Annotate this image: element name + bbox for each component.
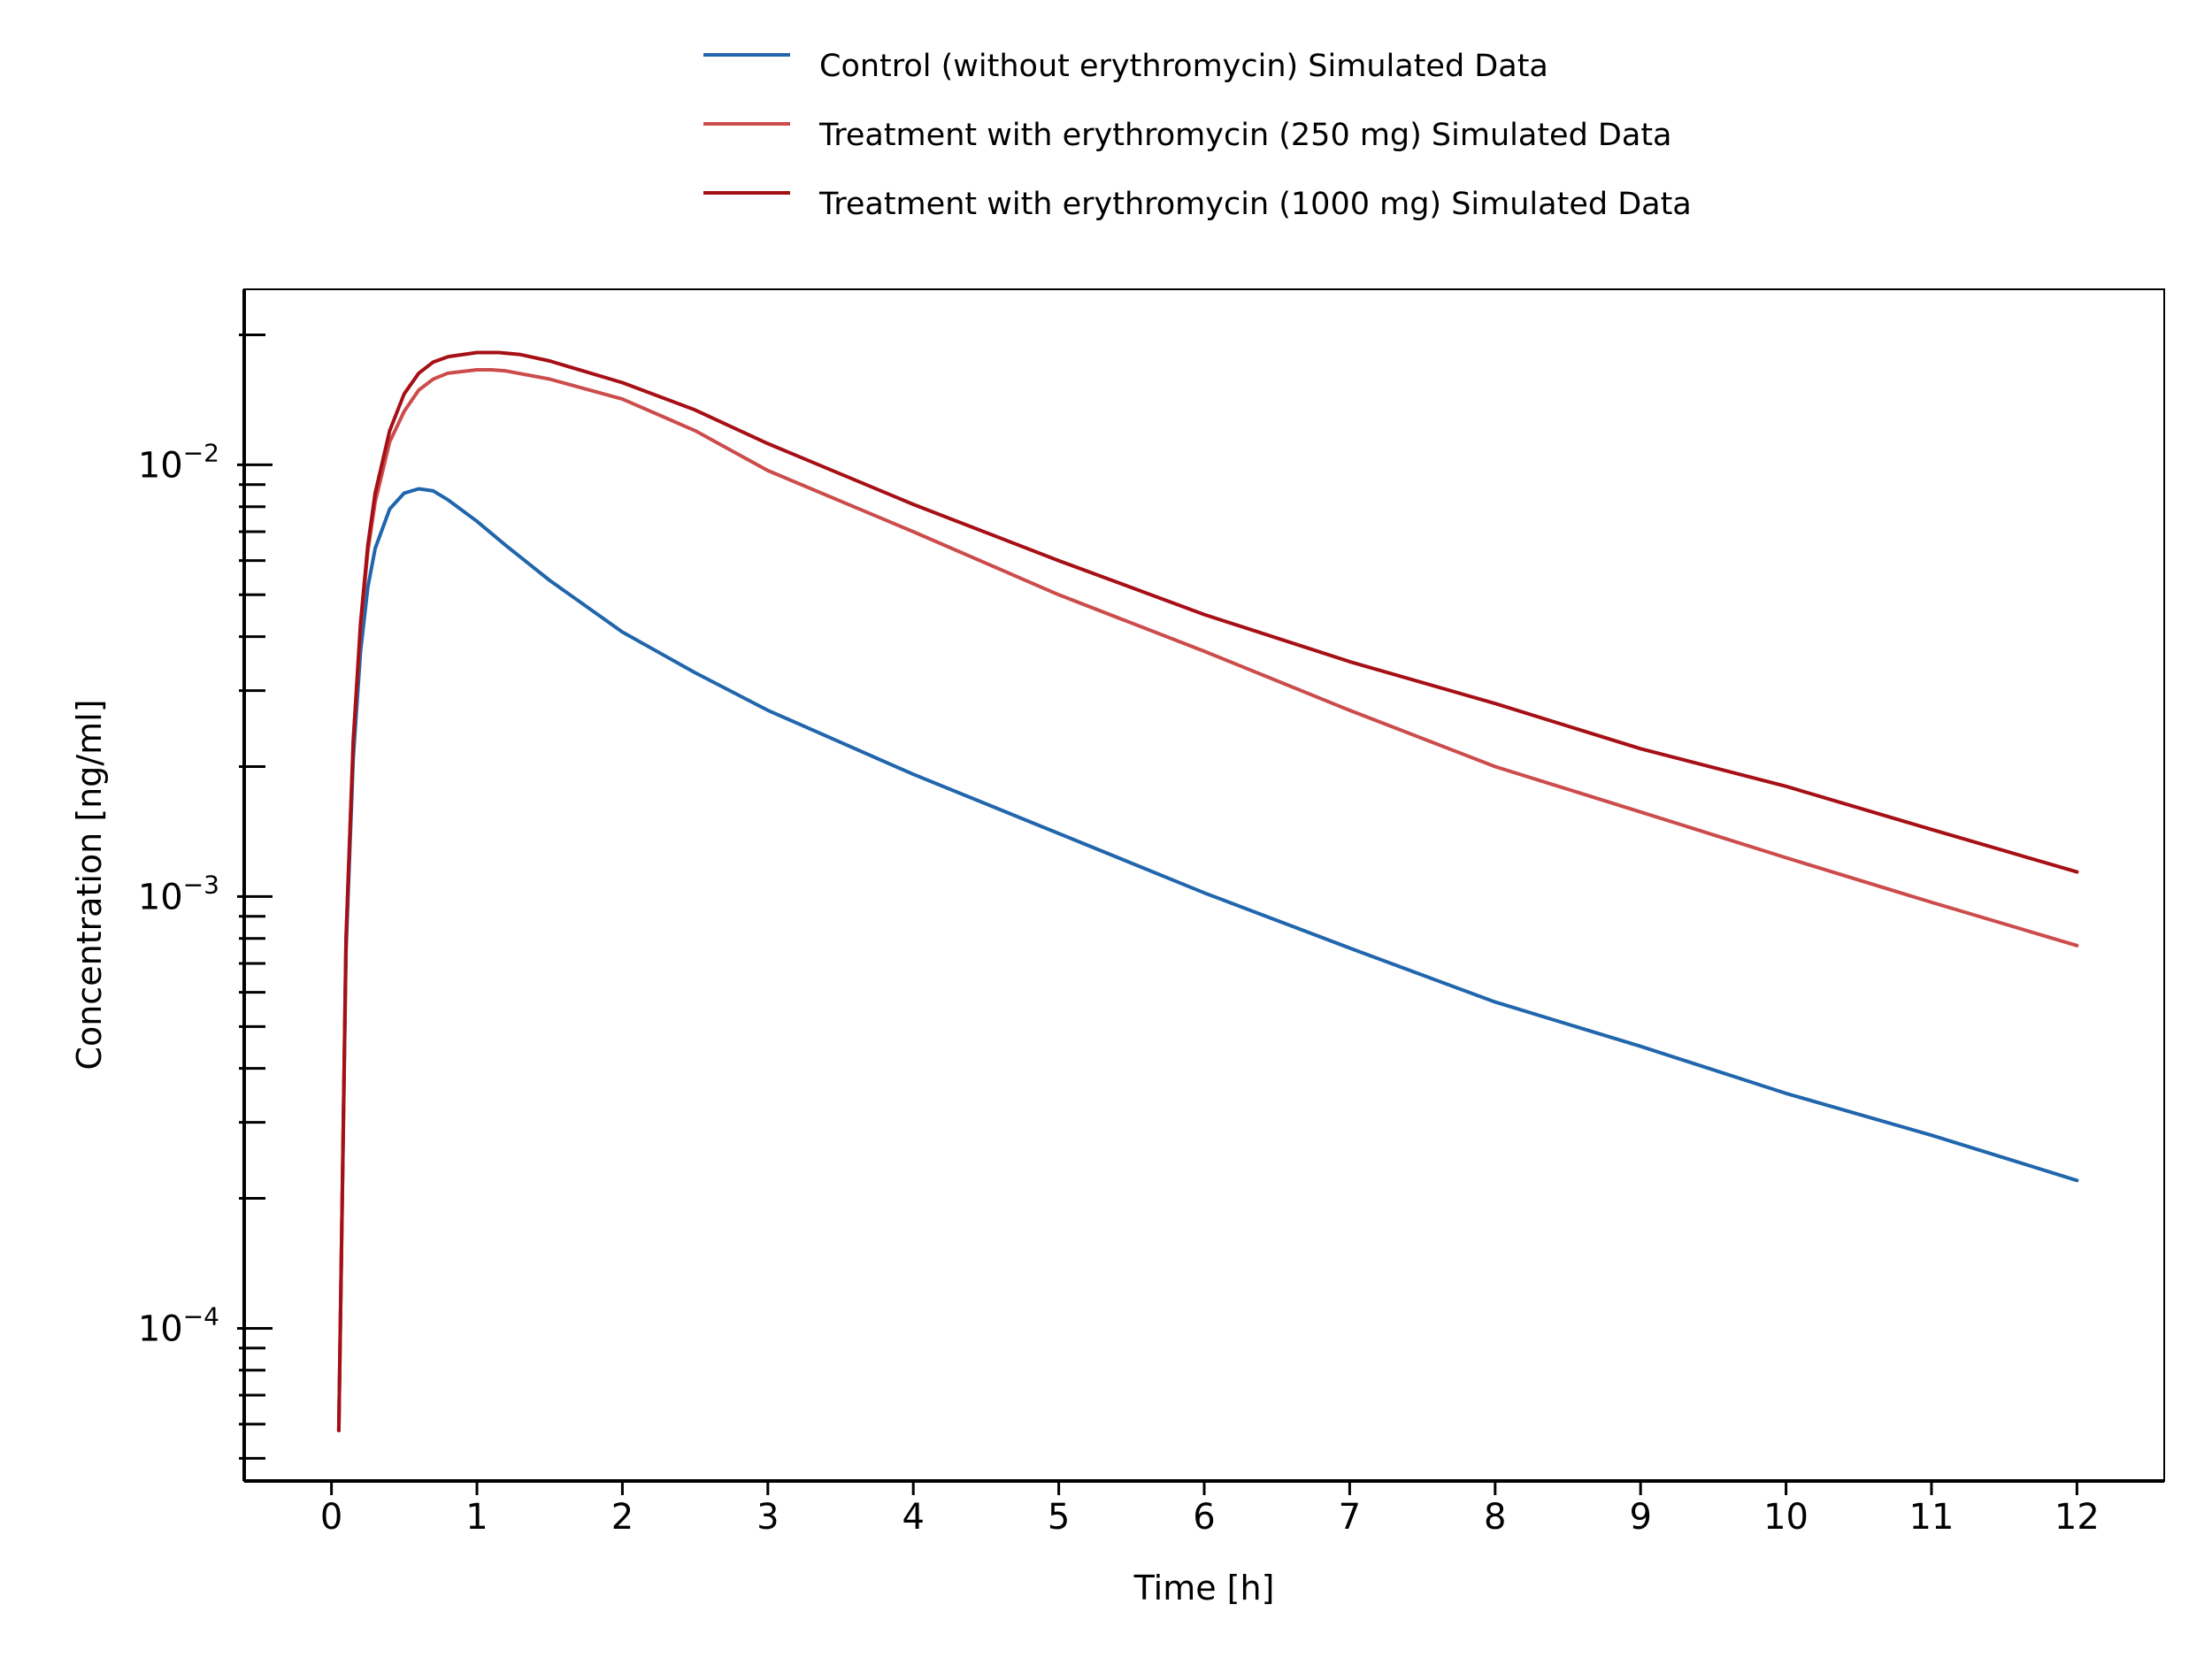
series-line-1 xyxy=(336,487,2079,1432)
x-tick-label: 1 xyxy=(465,1497,488,1538)
y-tick-label: 10−2 xyxy=(138,438,219,486)
legend-label-2: Treatment with erythromycin (250 mg) Sim… xyxy=(818,118,1672,153)
x-tick-label: 12 xyxy=(2055,1497,2100,1538)
x-tick-label: 3 xyxy=(757,1497,779,1538)
legend-label-1: Control (without erythromycin) Simulated… xyxy=(819,49,1548,84)
legend-label-3: Treatment with erythromycin (1000 mg) Si… xyxy=(818,187,1692,222)
x-tick-label: 9 xyxy=(1629,1497,1651,1538)
x-tick-label: 0 xyxy=(320,1497,342,1538)
x-tick-label: 5 xyxy=(1048,1497,1070,1538)
series-layer xyxy=(336,350,2079,1432)
x-tick-label: 2 xyxy=(611,1497,634,1538)
x-tick-label: 4 xyxy=(902,1497,924,1538)
series-line-3 xyxy=(336,350,2079,1432)
x-tick-label: 11 xyxy=(1909,1497,1955,1538)
y-tick-label: 10−3 xyxy=(138,870,219,917)
series-line-2 xyxy=(336,368,2079,1432)
x-tick-label: 8 xyxy=(1484,1497,1506,1538)
legend: Control (without erythromycin) Simulated… xyxy=(703,49,1692,222)
x-tick-label: 10 xyxy=(1763,1497,1809,1538)
y-axis-ticks: 10−4 10−3 10−2 xyxy=(138,333,273,1460)
y-axis-title: Concentration [ng/ml] xyxy=(70,699,109,1070)
y-tick-label: 10−4 xyxy=(138,1301,219,1349)
x-axis-title: Time [h] xyxy=(1133,1569,1275,1607)
x-tick-label: 6 xyxy=(1193,1497,1215,1538)
x-tick-label: 7 xyxy=(1339,1497,1361,1538)
x-axis-ticks: 0 1 2 3 4 5 6 7 8 9 10 11 12 xyxy=(320,1481,2100,1538)
